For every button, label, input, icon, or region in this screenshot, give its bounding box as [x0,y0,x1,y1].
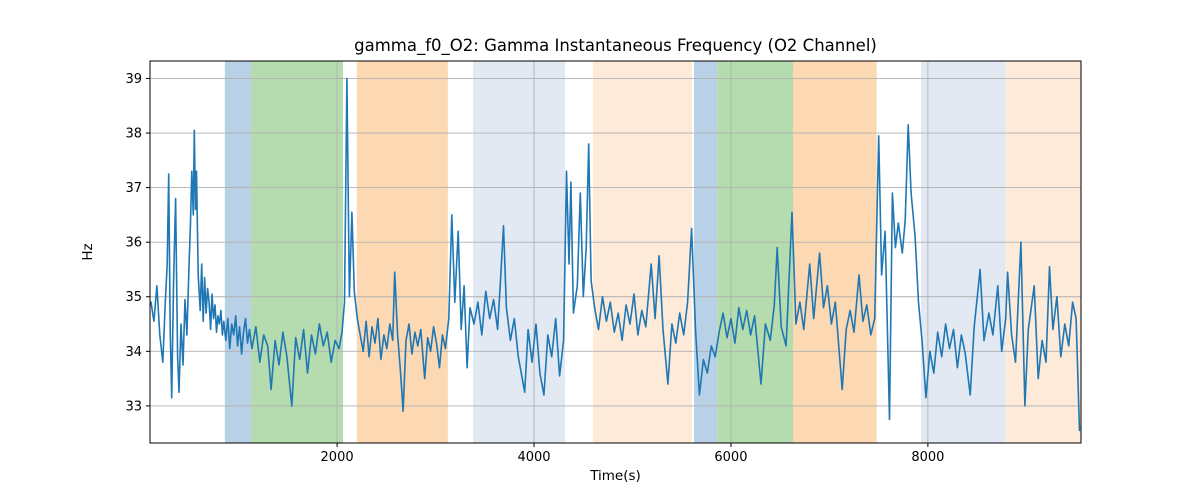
x-tick-label: 2000 [321,450,354,465]
band-green [717,61,793,443]
y-tick-label: 36 [125,236,142,251]
band-cream [593,61,693,443]
band-blue [694,61,718,443]
y-tick-label: 34 [125,345,142,360]
band-periwinkle [472,61,566,443]
band-periwinkle [920,61,1006,443]
plot-area-border [149,60,1082,444]
x-tick-label: 4000 [517,450,550,465]
y-tick-label: 37 [125,181,142,196]
y-tick-label: 39 [125,72,142,87]
y-tick-label: 38 [125,127,142,142]
x-tick-label: 6000 [714,450,747,465]
band-orange [356,61,448,443]
band-blue [224,61,251,443]
chart-title: gamma_f0_O2: Gamma Instantaneous Frequen… [354,36,877,55]
y-tick-label: 35 [125,290,142,305]
band-cream [1005,61,1081,443]
x-axis-label: Time(s) [590,468,641,484]
plot-line [150,77,1081,432]
x-tick-label: 8000 [911,450,944,465]
y-tick-label: 33 [125,399,142,414]
band-orange [792,61,877,443]
band-green [250,61,343,443]
